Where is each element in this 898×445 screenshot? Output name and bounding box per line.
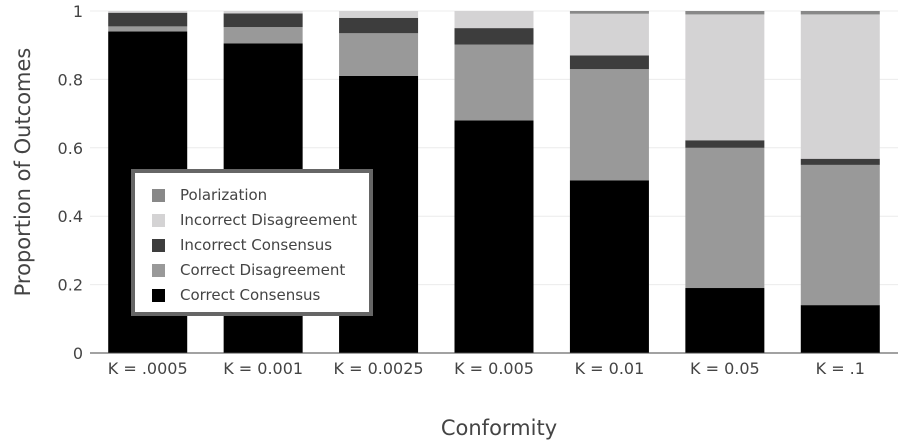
x-tick-label: K = 0.0025 [334, 359, 424, 378]
bar-segment [800, 14, 880, 159]
legend-swatch [152, 214, 165, 227]
bar-segment [569, 69, 649, 181]
x-tick-label: K = .0005 [108, 359, 188, 378]
bar-segment [223, 27, 303, 44]
bar-segment [800, 158, 880, 165]
bar-segment [339, 11, 419, 18]
bar-segment [800, 164, 880, 306]
bar-segment [339, 17, 419, 34]
legend-label: Incorrect Disagreement [180, 211, 357, 229]
x-tick-label: K = 0.05 [690, 359, 760, 378]
y-axis-ticks: 0 0.2 0.4 0.6 0.8 1 [58, 2, 83, 363]
x-tick-label: K = 0.005 [454, 359, 534, 378]
y-tick-label: 1 [73, 2, 83, 21]
bar-segment [454, 44, 534, 121]
legend-label: Polarization [180, 186, 267, 204]
bar-segment [108, 12, 188, 27]
y-tick-label: 0 [73, 344, 83, 363]
legend-swatch [152, 264, 165, 277]
bar-segment [223, 11, 303, 14]
bar-segment [108, 26, 188, 32]
legend-swatch [152, 189, 165, 202]
legend-label: Correct Disagreement [180, 261, 345, 279]
x-tick-label: K = 0.001 [223, 359, 303, 378]
legend-swatch [152, 289, 165, 302]
x-tick-label: K = 0.01 [575, 359, 645, 378]
y-tick-label: 0.6 [58, 139, 83, 158]
bar-segment [108, 11, 188, 13]
bar-segment [569, 13, 649, 56]
bar-segment [685, 14, 765, 141]
x-tick-label: K = .1 [816, 359, 865, 378]
bar-segment [685, 147, 765, 289]
bar-segment [685, 140, 765, 148]
x-axis-label: Conformity [441, 416, 557, 440]
bar-segment [454, 11, 534, 29]
legend-label: Incorrect Consensus [180, 236, 332, 254]
bar-segment [339, 33, 419, 76]
legend: Polarization Incorrect Disagreement Incorr… [131, 169, 373, 316]
y-tick-label: 0.4 [58, 207, 83, 226]
legend-box [131, 169, 373, 316]
bar-segment [685, 288, 765, 353]
bar-segment [454, 120, 534, 353]
y-tick-label: 0.2 [58, 276, 83, 295]
bar-segment [685, 11, 765, 15]
bar-segment [223, 13, 303, 28]
bar-segment [569, 55, 649, 70]
y-axis-label: Proportion of Outcomes [11, 48, 35, 297]
bar-segment [454, 28, 534, 45]
bar-segment [569, 180, 649, 353]
legend-swatch [152, 239, 165, 252]
x-axis-ticks: K = .0005 K = 0.001 K = 0.0025 K = 0.005 K =… [108, 359, 865, 378]
legend-label: Correct Consensus [180, 286, 321, 304]
bar-segment [800, 305, 880, 353]
y-tick-label: 0.8 [58, 70, 83, 89]
bar-segment [569, 11, 649, 14]
bar-segment [800, 11, 880, 15]
